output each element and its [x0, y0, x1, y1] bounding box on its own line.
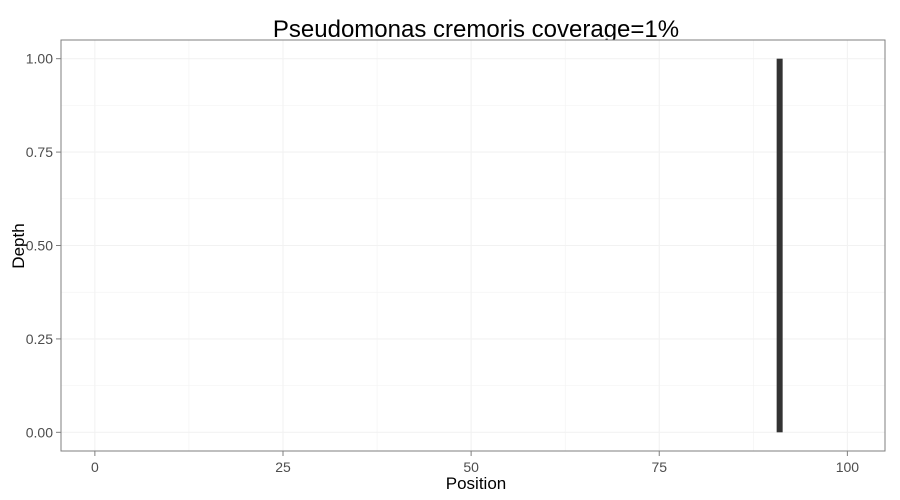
x-tick-label: 100	[836, 459, 860, 475]
coverage-bar	[776, 58, 783, 433]
y-tick-label: 1.00	[26, 51, 53, 67]
y-tick-label: 0.50	[26, 238, 53, 254]
y-axis-title: Depth	[9, 223, 28, 268]
y-tick-label: 0.75	[26, 144, 53, 160]
axes: 0 25 50 75 100 0.00 0.25 0.50 0.75 1.00	[26, 39, 886, 475]
x-tick-label: 25	[275, 459, 291, 475]
data-bars	[776, 58, 783, 433]
y-tick-label: 0.25	[26, 331, 53, 347]
x-tick-label: 75	[651, 459, 667, 475]
x-axis-title: Position	[446, 474, 506, 493]
x-tick-label: 50	[463, 459, 479, 475]
y-tick-label: 0.00	[26, 424, 53, 440]
chart-title: Pseudomonas cremoris coverage=1%	[273, 16, 679, 43]
x-tick-label: 0	[91, 459, 99, 475]
grid-lines	[61, 40, 885, 451]
